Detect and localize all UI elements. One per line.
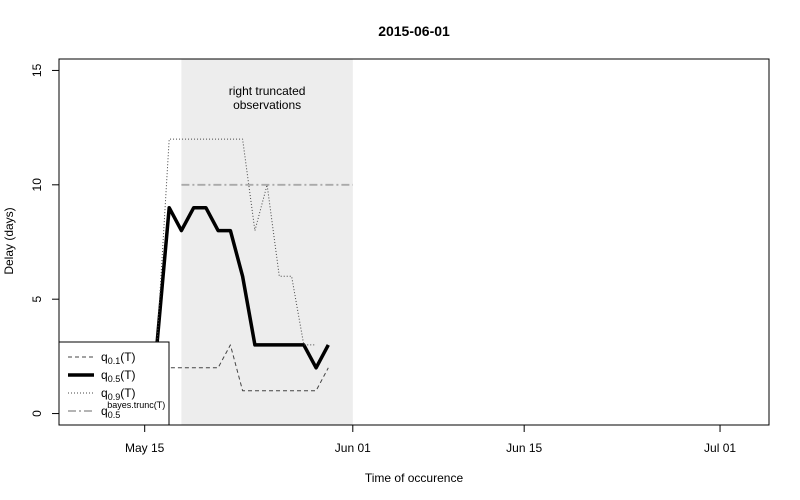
y-tick-label: 5 xyxy=(30,296,44,303)
series-line-q05 xyxy=(155,205,330,370)
y-axis: 0 5 10 15 xyxy=(30,63,59,417)
legend-entry-q01: q0.1(T) xyxy=(101,350,136,366)
y-tick-label: 10 xyxy=(30,178,44,192)
x-tick-label: May 15 xyxy=(125,441,165,455)
legend-box xyxy=(58,341,170,426)
x-tick-label: Jul 01 xyxy=(704,441,736,455)
x-tick-label: Jun 01 xyxy=(335,441,371,455)
legend-entry-q05: q0.5(T) xyxy=(101,368,136,384)
chart-title: 2015-06-01 xyxy=(378,23,450,39)
legend: q0.1(T) q0.5(T) q0.9(T)q0.5bayes.trunc(T) xyxy=(58,341,170,426)
plot-frame xyxy=(58,58,770,426)
y-axis-label: Delay (days) xyxy=(2,207,16,274)
legend-entry-q09: q0.9(T) xyxy=(101,386,136,402)
series-line-q09 xyxy=(156,138,317,346)
region-annotation: observations xyxy=(233,98,301,112)
legend-entry-bayes: q0.5bayes.trunc(T) xyxy=(101,400,165,420)
region-annotation: right truncated xyxy=(229,84,306,98)
series-line-q01 xyxy=(156,344,329,392)
x-tick-label: Jun 15 xyxy=(506,441,542,455)
shaded-region xyxy=(181,59,353,425)
y-tick-label: 0 xyxy=(30,410,44,417)
x-axis: May 15 Jun 01 Jun 15 Jul 01 xyxy=(125,425,736,455)
y-tick-label: 15 xyxy=(30,63,44,77)
x-axis-label: Time of occurence xyxy=(365,471,464,485)
series-lines xyxy=(155,138,353,392)
